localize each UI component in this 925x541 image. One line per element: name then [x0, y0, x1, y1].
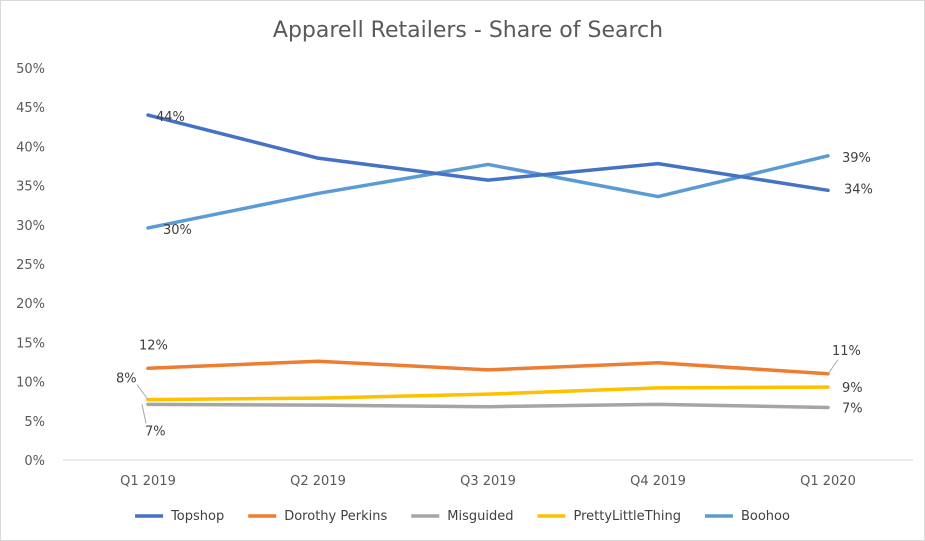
leader-line [141, 404, 147, 424]
data-label: 39% [842, 151, 871, 166]
y-tick-label: 50% [16, 62, 45, 77]
y-tick-label: 45% [16, 101, 45, 116]
y-tick-label: 0% [24, 454, 45, 469]
data-label: 30% [163, 223, 192, 238]
y-axis: 0% 5% 10% 15% 20% 25% 30% 35% 40% 45% 50% [16, 62, 45, 469]
legend-label: Dorothy Perkins [284, 509, 387, 524]
data-label: 12% [139, 338, 168, 353]
series-line-topshop [146, 113, 830, 193]
y-tick-label: 35% [16, 180, 45, 195]
legend-label: PrettyLittleThing [573, 509, 681, 524]
y-tick-label: 25% [16, 258, 45, 273]
leader-line [136, 384, 149, 400]
x-tick-label: Q3 2019 [460, 474, 516, 489]
series-line-boohoo [146, 154, 830, 230]
y-tick-label: 10% [16, 376, 45, 391]
legend-label: Topshop [170, 509, 224, 524]
y-tick-label: 15% [16, 336, 45, 351]
y-tick-label: 5% [24, 415, 45, 430]
x-tick-label: Q4 2019 [630, 474, 686, 489]
legend-label: Misguided [447, 509, 513, 524]
x-tick-label: Q1 2020 [800, 474, 856, 489]
data-label: 8% [116, 372, 137, 387]
data-label: 11% [832, 344, 861, 359]
data-label: 7% [842, 401, 863, 416]
series-line-misguided [146, 402, 830, 410]
x-axis: Q1 2019 Q2 2019 Q3 2019 Q4 2019 Q1 2020 [120, 474, 856, 489]
data-labels: 44% 34% 30% 39% 12% 11% 8% 9% 7% 7% [116, 110, 873, 439]
x-tick-label: Q1 2019 [120, 474, 176, 489]
y-tick-label: 40% [16, 140, 45, 155]
data-label: 7% [145, 424, 166, 439]
legend: Topshop Dorothy Perkins Misguided PrettyLit… [135, 509, 790, 524]
data-label: 9% [842, 381, 863, 396]
series-line-prettylittlething [146, 385, 830, 402]
data-label: 44% [156, 110, 185, 125]
x-tick-label: Q2 2019 [290, 474, 346, 489]
series-line-dorothy-perkins [146, 359, 830, 376]
legend-label: Boohoo [741, 509, 790, 524]
chart-title: Apparell Retailers - Share of Search [273, 18, 663, 43]
series-lines [146, 113, 830, 410]
y-tick-label: 20% [16, 297, 45, 312]
y-tick-label: 30% [16, 219, 45, 234]
data-label: 34% [844, 182, 873, 197]
leader-line [827, 359, 839, 375]
